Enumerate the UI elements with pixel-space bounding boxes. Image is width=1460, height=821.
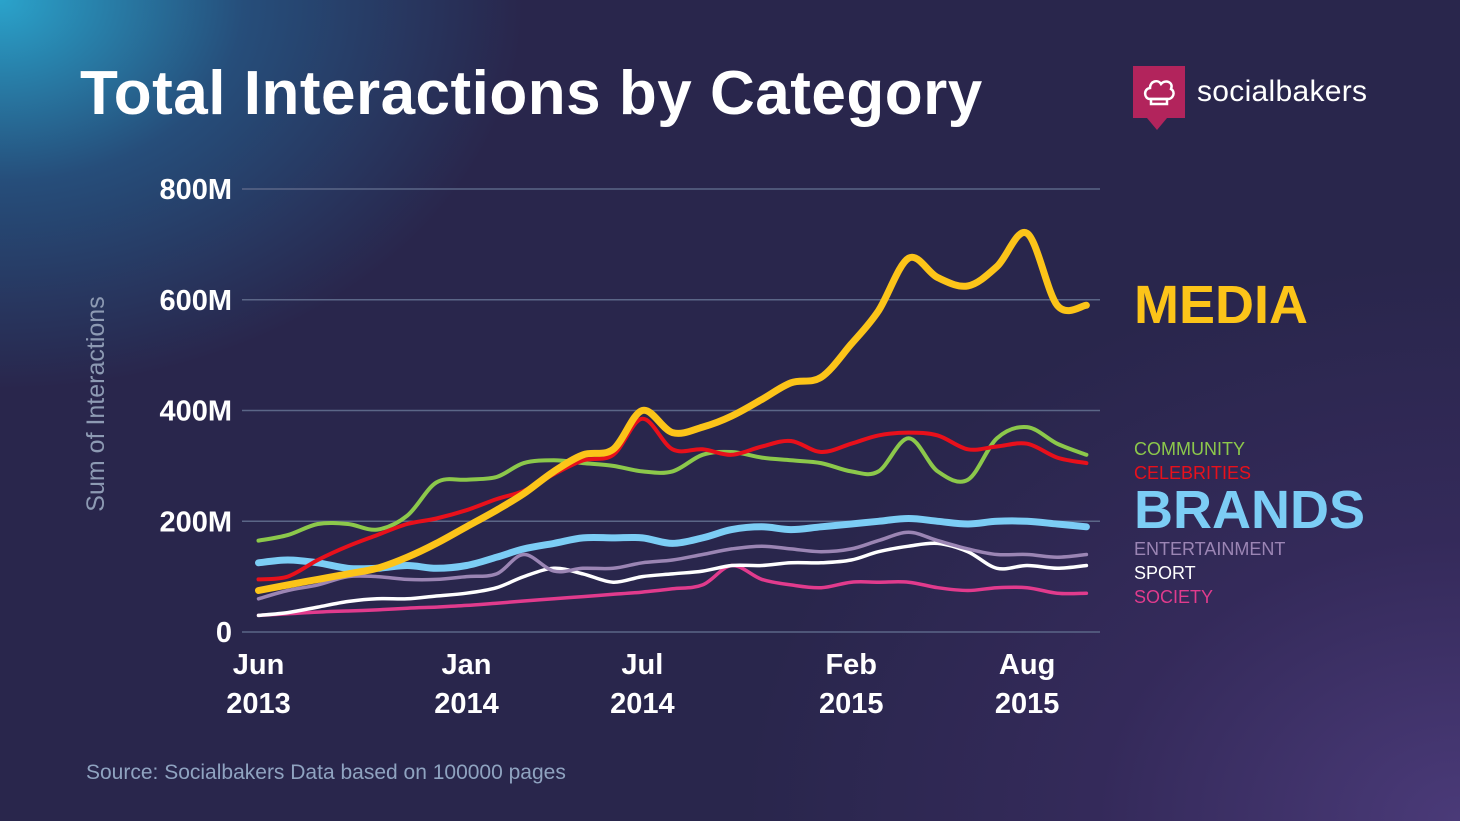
legend-celebrities: CELEBRITIES (1134, 463, 1251, 483)
page-title: Total Interactions by Category (80, 59, 983, 128)
y-tick-label: 200M (159, 506, 232, 538)
series-line-sport (256, 541, 1089, 618)
y-tick-label: 400M (159, 396, 232, 428)
logo-text: socialbakers (1197, 75, 1368, 108)
chef-hat-icon (1133, 66, 1185, 130)
series-line-entertainment (256, 530, 1089, 601)
series-line-society (256, 563, 1089, 618)
y-tick-label: 800M (159, 174, 232, 206)
legend-entertainment: ENTERTAINMENT (1134, 539, 1285, 559)
series-line-celebrities (256, 416, 1089, 582)
socialbakers-logo: socialbakers (1133, 66, 1368, 130)
series-line-brands (255, 515, 1090, 573)
x-axis-ticks: Jun 2013 Jan 2014 Jul 2014 Feb 2015 Aug 2015 (226, 649, 1059, 720)
y-tick-label: 600M (159, 285, 232, 317)
series-line-media (255, 229, 1090, 594)
x-tick-year: 2014 (610, 688, 675, 720)
legend-media: MEDIA (1134, 275, 1308, 335)
x-tick-year: 2015 (819, 688, 884, 720)
x-tick-month: Feb (825, 649, 877, 681)
x-tick-year: 2013 (226, 688, 291, 720)
source-note: Source: Socialbakers Data based on 10000… (86, 761, 566, 784)
y-axis-ticks: 0 200M 400M 600M 800M (159, 174, 232, 649)
legend-brands: BRANDS (1134, 480, 1365, 540)
legend-sport: SPORT (1134, 563, 1196, 583)
y-tick-label: 0 (216, 617, 232, 649)
x-tick-month: Jun (233, 649, 285, 681)
series-line-community (256, 424, 1089, 543)
x-tick-year: 2015 (995, 688, 1060, 720)
y-axis-label: Sum of Interactions (82, 296, 110, 511)
legend: MEDIA COMMUNITY CELEBRITIESBRANDSENTERTAIN… (1134, 275, 1365, 607)
x-tick-year: 2014 (434, 688, 499, 720)
x-tick-month: Jan (441, 649, 491, 681)
legend-community: COMMUNITY (1134, 439, 1245, 459)
series-lines (255, 229, 1090, 618)
x-tick-month: Jul (621, 649, 663, 681)
legend-society: SOCIETY (1134, 587, 1213, 607)
x-tick-month: Aug (999, 649, 1055, 681)
